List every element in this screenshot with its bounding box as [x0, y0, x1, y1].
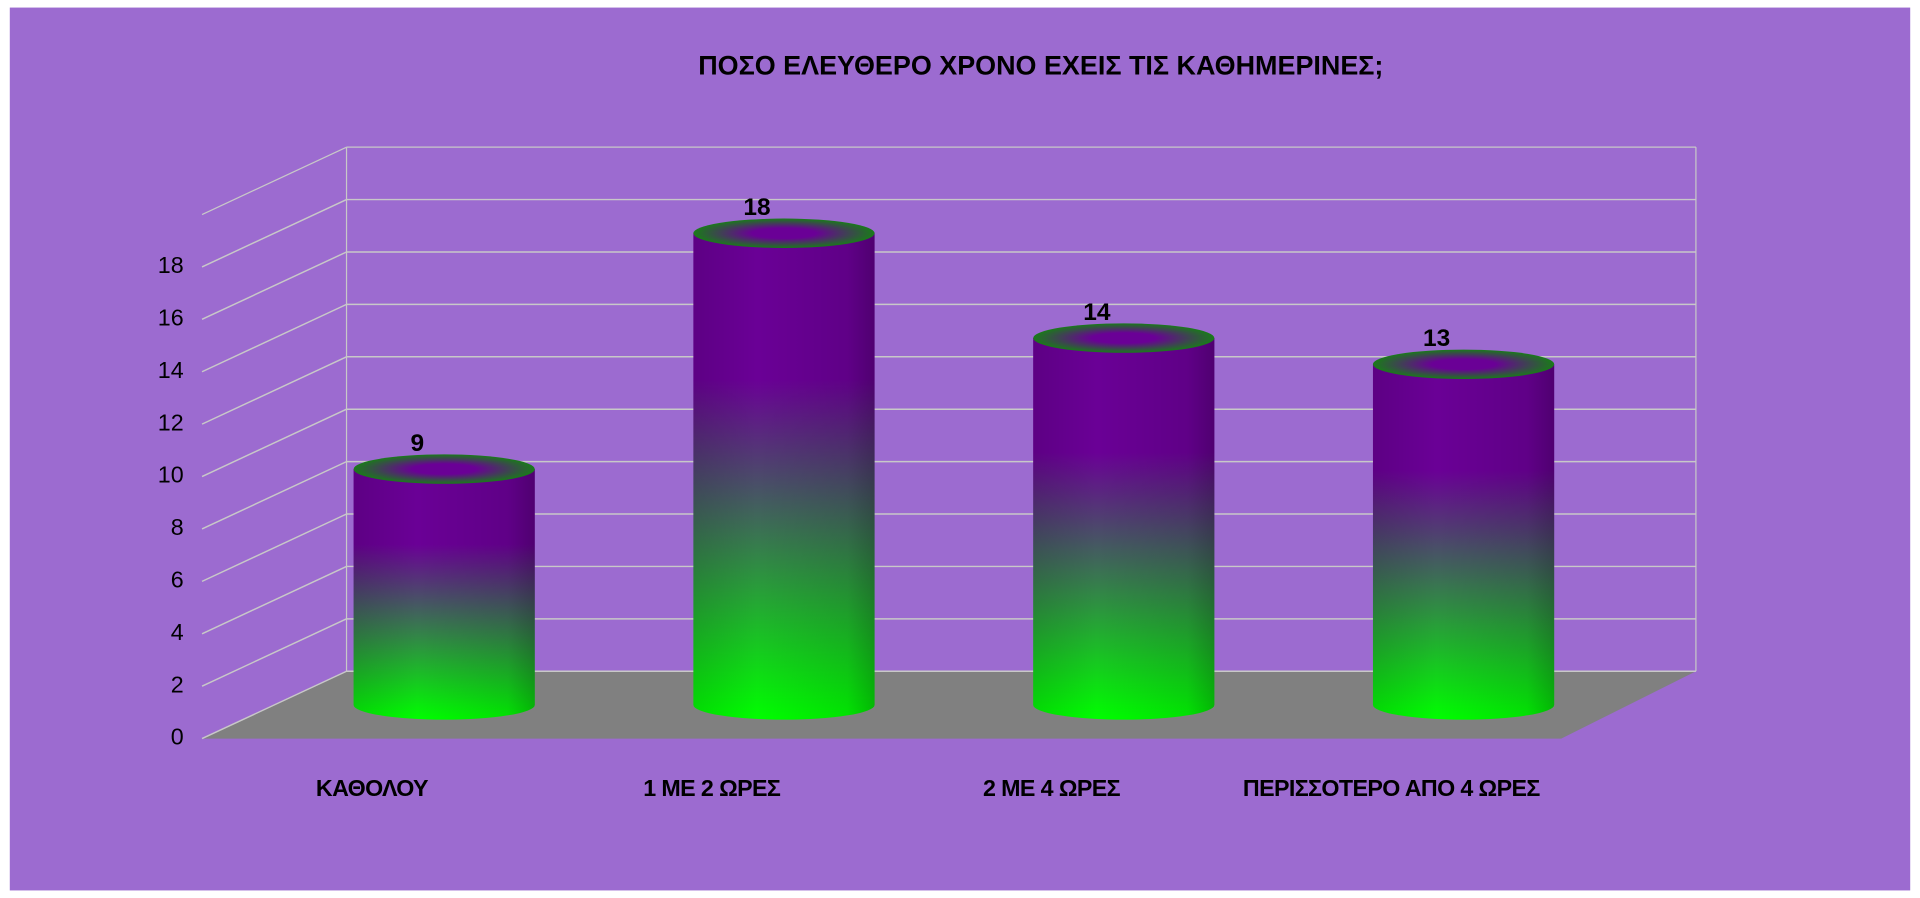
x-tick-label: 2 ΜΕ 4 ΩΡΕΣ: [983, 775, 1121, 801]
grid-line: [201, 670, 347, 740]
chart-title: ΠΟΣΟ ΕΛΕΥΘΕΡΟ ΧΡΟΝΟ ΕΧΕΙΣ ΤΙΣ ΚΑΘΗΜΕΡΙΝΕ…: [698, 51, 1383, 81]
bar-shade: [353, 469, 535, 720]
y-tick-label: 12: [158, 409, 184, 435]
wall-top: [201, 146, 347, 216]
bar-shade: [693, 233, 875, 720]
floor: [202, 671, 1696, 739]
bar-top: [1033, 323, 1215, 353]
chart-background: [9, 7, 1911, 891]
grid-line: [201, 618, 347, 687]
x-tick-label: ΠΕΡΙΣΣΟΤΕΡΟ ΑΠΟ 4 ΩΡΕΣ: [1243, 775, 1540, 801]
data-label: 18: [743, 194, 770, 221]
grid-line: [201, 565, 347, 635]
y-tick-label: 8: [171, 514, 184, 540]
y-tick-label: 6: [171, 567, 184, 593]
x-tick-label: ΚΑΘΟΛΟΥ: [316, 775, 429, 801]
bar-top: [1372, 349, 1555, 379]
y-tick-label: 10: [158, 462, 184, 488]
grid-line: [201, 356, 347, 425]
bar-shade: [1033, 338, 1215, 720]
bar: [1372, 349, 1555, 720]
y-tick-label: 0: [171, 724, 184, 750]
bar-shade: [1372, 364, 1555, 720]
y-tick-label: 16: [158, 304, 184, 330]
grid-line: [201, 408, 347, 478]
bar: [693, 218, 875, 720]
grid-line: [201, 460, 347, 530]
bar: [1033, 323, 1215, 720]
bar-top: [353, 454, 535, 484]
data-label: 9: [410, 430, 424, 457]
grid-line: [201, 198, 347, 268]
y-tick-label: 14: [158, 357, 184, 383]
grid-line: [201, 251, 347, 320]
data-label: 13: [1423, 325, 1450, 352]
bar: [353, 454, 535, 720]
y-tick-label: 18: [158, 252, 184, 278]
bar-top: [693, 218, 875, 248]
grid-line: [201, 303, 347, 373]
x-tick-label: 1 ΜΕ 2 ΩΡΕΣ: [643, 775, 781, 801]
grid-line: [201, 513, 347, 583]
y-tick-label: 2: [171, 671, 184, 697]
y-tick-label: 4: [171, 619, 184, 645]
data-label: 14: [1083, 299, 1111, 326]
